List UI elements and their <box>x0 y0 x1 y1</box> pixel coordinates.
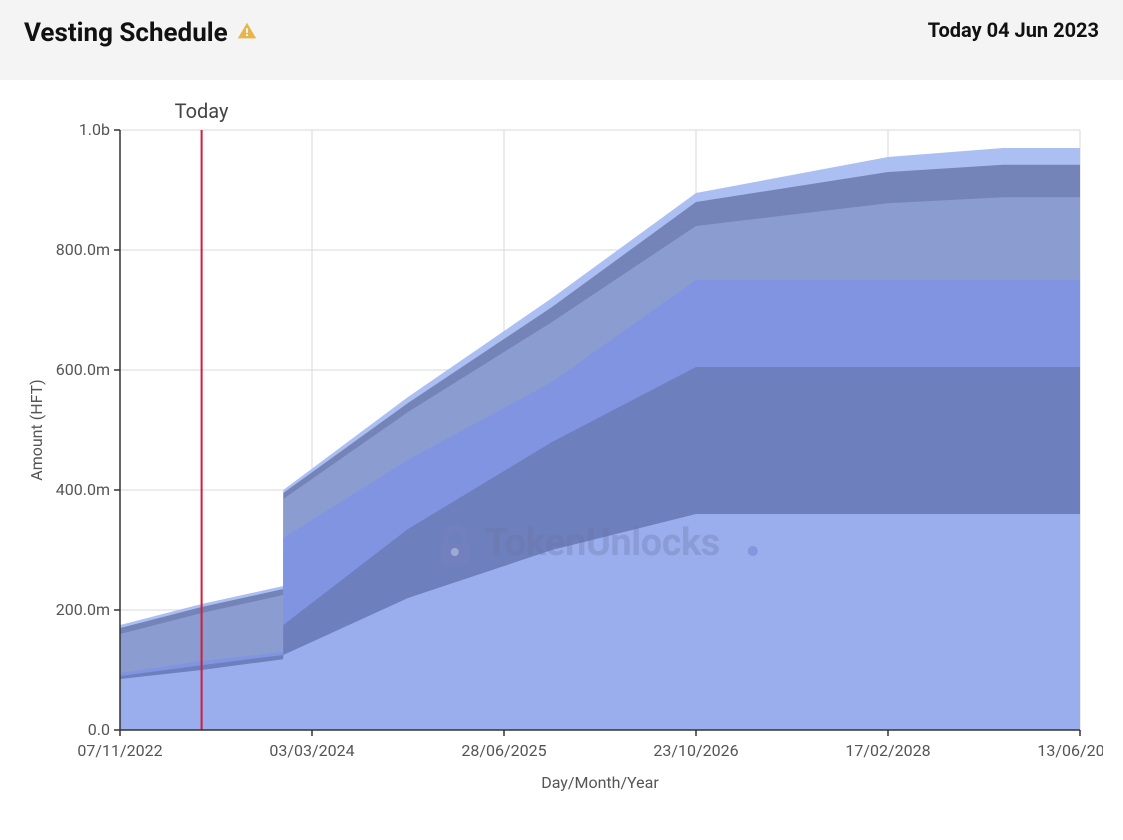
y-tick-label: 600.0m <box>56 360 110 379</box>
x-axis-label: Day/Month/Year <box>541 773 659 792</box>
today-date: Today 04 Jun 2023 <box>928 18 1099 42</box>
watermark: TokenUnlocks <box>441 521 758 565</box>
header-bar: Vesting Schedule Today 04 Jun 2023 <box>0 0 1123 80</box>
warning-icon <box>236 20 258 46</box>
vesting-chart: TokenUnlocks Today 0.0 200.0m 400.0m 600.0m 80… <box>0 80 1123 840</box>
svg-text:TokenUnlocks: TokenUnlocks <box>485 521 720 565</box>
page-title: Vesting Schedule <box>24 18 228 48</box>
x-tick-label: 17/02/2028 <box>845 741 930 760</box>
x-tick-label: 23/10/2026 <box>653 741 738 760</box>
x-tick-label: 13/06/2029 <box>1037 741 1103 760</box>
x-tick-label: 03/03/2024 <box>269 741 354 760</box>
y-tick-label: 0.0 <box>88 720 110 739</box>
x-tick-label: 28/06/2025 <box>461 741 546 760</box>
title-wrap: Vesting Schedule <box>24 18 258 48</box>
y-tick-label: 800.0m <box>56 240 110 259</box>
y-tick-label: 400.0m <box>56 480 110 499</box>
y-axis-label: Amount (HFT) <box>27 379 46 480</box>
today-marker-label: Today <box>175 99 229 123</box>
y-tick-label: 200.0m <box>56 600 110 619</box>
x-tick-label: 07/11/2022 <box>77 741 162 760</box>
y-tick-label: 1.0b <box>79 120 110 139</box>
chart-svg: TokenUnlocks Today 0.0 200.0m 400.0m 600.0m 80… <box>20 90 1103 810</box>
